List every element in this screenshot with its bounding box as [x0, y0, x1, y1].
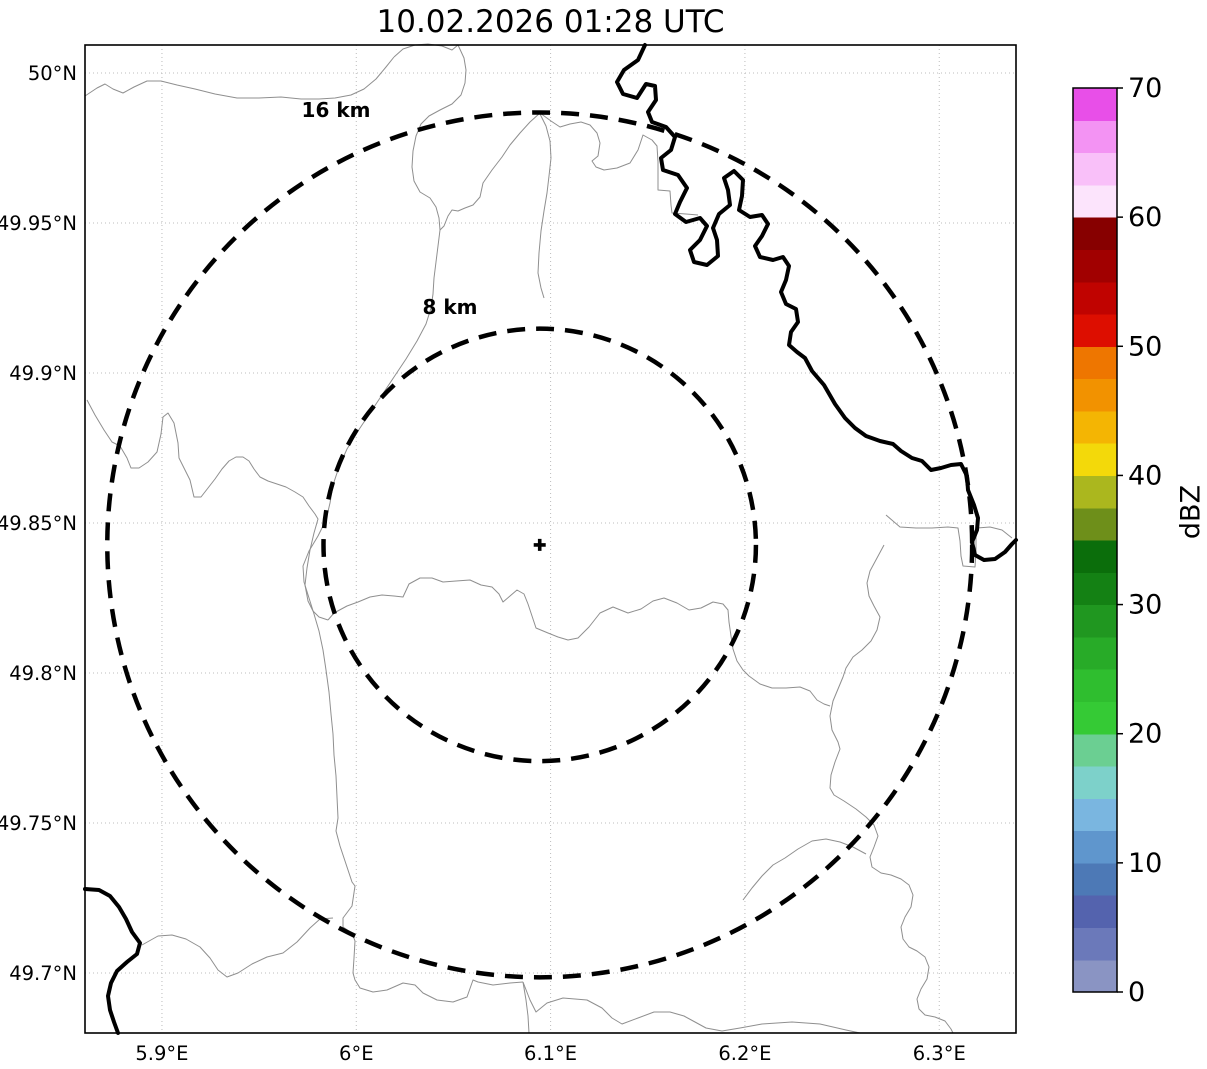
colorbar-segment — [1073, 120, 1117, 154]
colorbar-segment — [1073, 346, 1117, 380]
y-tick-label: 49.9°N — [9, 362, 77, 385]
y-tick-label: 50°N — [28, 62, 77, 85]
colorbar-tick-label: 60 — [1128, 202, 1162, 233]
x-tick-label: 5.9°E — [135, 1042, 188, 1065]
colorbar-segment — [1073, 314, 1117, 347]
colorbar-segment — [1073, 281, 1117, 315]
border-line — [327, 577, 831, 707]
x-tick-label: 6.1°E — [524, 1042, 577, 1065]
colorbar-segment — [1073, 475, 1117, 509]
colorbar-tick-label: 50 — [1128, 331, 1162, 362]
border-line — [86, 399, 329, 621]
border-line — [885, 514, 1013, 568]
colorbar-segment — [1073, 798, 1117, 832]
river-line — [83, 887, 142, 1035]
y-tick-label: 49.75°N — [0, 812, 77, 835]
x-tick-label: 6.3°E — [913, 1042, 966, 1065]
colorbar-segment — [1073, 410, 1117, 444]
river-line — [615, 43, 1018, 562]
colorbar-segment — [1073, 636, 1117, 670]
colorbar-segment — [1073, 572, 1117, 606]
colorbar-segment — [1073, 733, 1117, 767]
radar-site-marker — [533, 538, 546, 551]
colorbar-unit-label: dBZ — [1175, 484, 1207, 540]
colorbar-segment — [1073, 604, 1117, 638]
colorbar-segment — [1073, 540, 1117, 573]
border-line — [539, 112, 699, 216]
colorbar-segment — [1073, 443, 1117, 477]
y-tick-label: 49.7°N — [9, 962, 77, 985]
range-ring-16km — [105, 110, 975, 980]
colorbar-segment — [1073, 217, 1117, 251]
border-line — [537, 111, 552, 299]
y-tick-label: 49.85°N — [0, 512, 77, 535]
range-ring-8km — [321, 326, 759, 764]
y-tick-label: 49.95°N — [0, 212, 77, 235]
border-line — [84, 56, 395, 100]
colorbar-segment — [1073, 184, 1117, 218]
colorbar-tick-label: 0 — [1128, 977, 1145, 1008]
y-tick-label: 49.8°N — [9, 662, 77, 685]
colorbar-segment — [1073, 249, 1117, 283]
x-tick-label: 6°E — [339, 1042, 373, 1065]
border-line — [742, 838, 867, 901]
colorbar-tick-label: 20 — [1128, 719, 1162, 750]
colorbar-segment — [1073, 669, 1117, 703]
border-line — [522, 981, 861, 1034]
colorbar-segment — [1073, 507, 1117, 541]
border-line — [302, 43, 524, 1003]
colorbar-segment — [1073, 378, 1117, 412]
colorbar-tick-label: 40 — [1128, 460, 1162, 491]
colorbar-segment — [1073, 88, 1117, 121]
map-frame — [84, 44, 1017, 1034]
range-ring-label: 16 km — [302, 98, 371, 122]
colorbar-frame — [1072, 87, 1118, 993]
x-tick-label: 6.2°E — [718, 1042, 771, 1065]
border-line — [439, 112, 541, 231]
colorbar-tick-label: 10 — [1128, 848, 1162, 879]
border-line — [829, 544, 954, 1034]
colorbar-segment — [1073, 701, 1117, 735]
range-ring-label: 8 km — [422, 295, 477, 319]
colorbar-segment — [1073, 862, 1117, 896]
colorbar-tick-label: 70 — [1128, 73, 1162, 104]
colorbar-tick-label: 30 — [1128, 590, 1162, 621]
plot-title: 10.02.2026 01:28 UTC — [376, 4, 725, 40]
colorbar-segment — [1073, 959, 1117, 993]
border-line — [522, 981, 530, 1034]
colorbar-segment — [1073, 766, 1117, 799]
colorbar-segment — [1073, 830, 1117, 864]
colorbar-segment — [1073, 927, 1117, 961]
colorbar-segment — [1073, 152, 1117, 186]
colorbar-segment — [1073, 895, 1117, 929]
border-line — [141, 917, 334, 978]
